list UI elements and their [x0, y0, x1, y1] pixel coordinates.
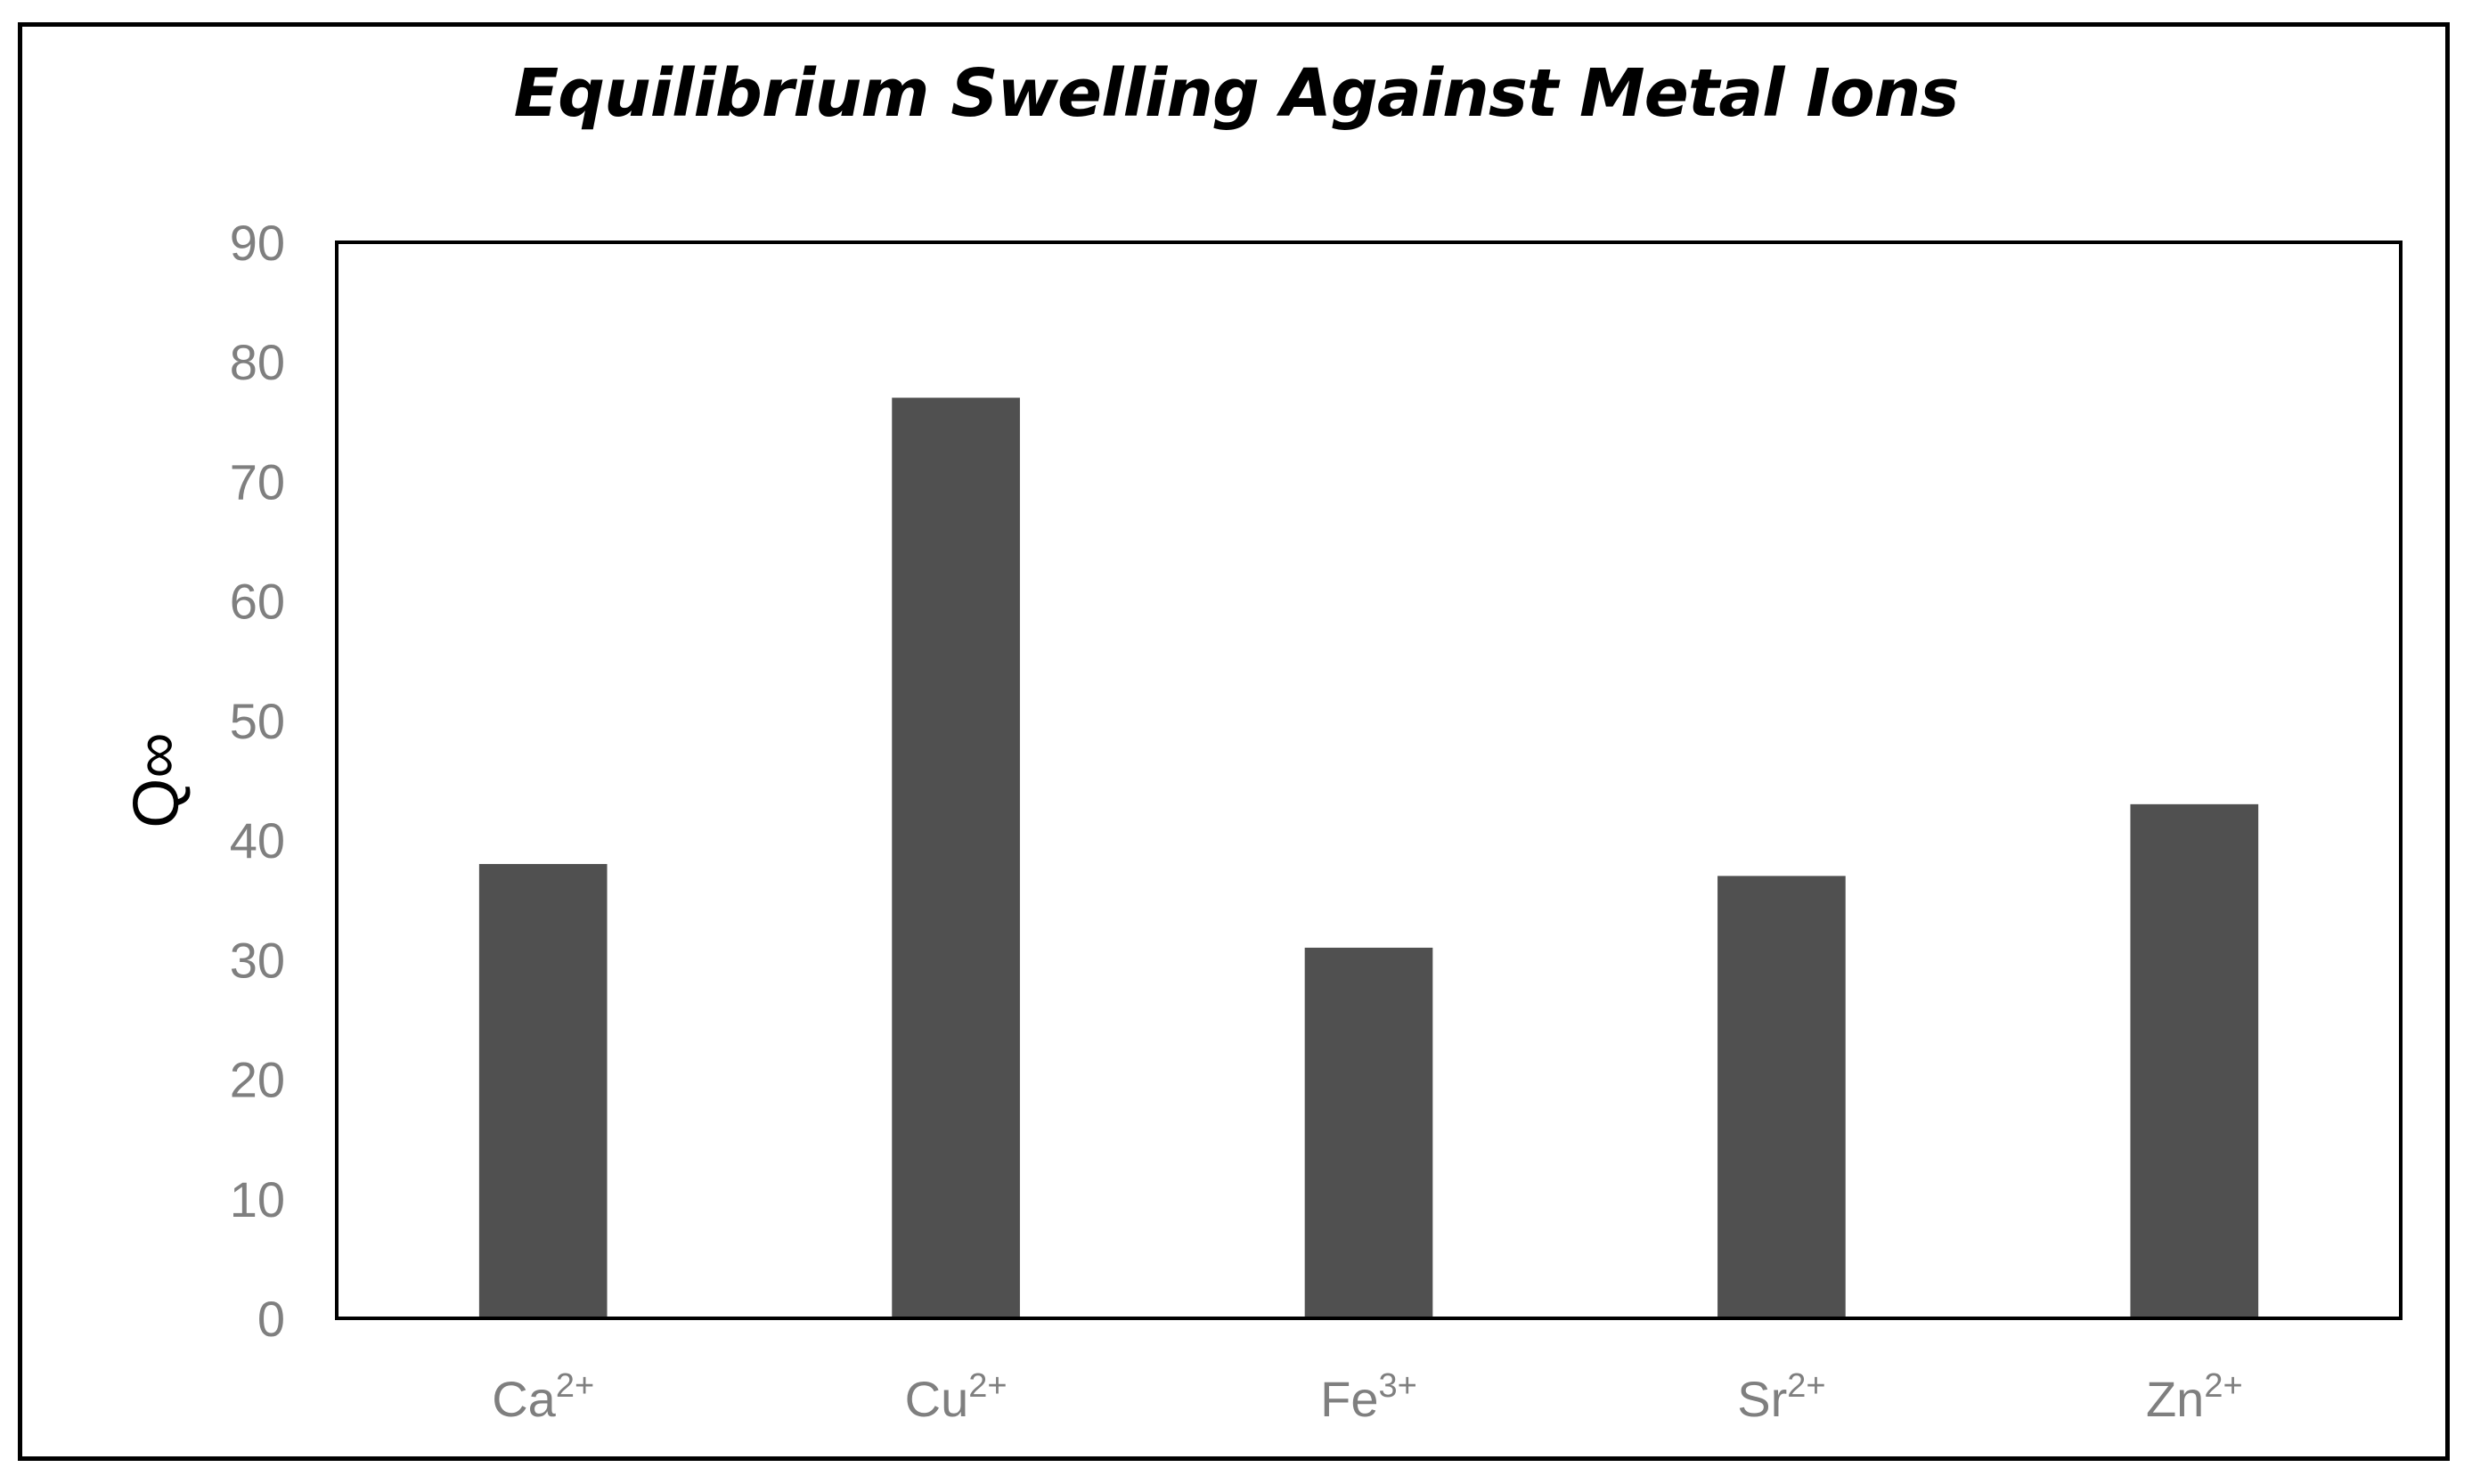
bar	[1304, 947, 1433, 1318]
y-tick-label: 60	[230, 574, 285, 630]
y-tick-label: 70	[230, 453, 285, 510]
x-tick-label: Fe3+	[1320, 1367, 1417, 1427]
bar	[892, 397, 1020, 1318]
y-tick-label: 80	[230, 334, 285, 390]
y-tick-label: 20	[230, 1052, 285, 1108]
chart-frame	[18, 22, 2450, 1461]
plot-area	[335, 241, 2403, 1320]
bars	[478, 397, 2259, 1318]
y-tick-label: 50	[230, 693, 285, 749]
chart-title: Equilibrium Swelling Against Metal Ions	[513, 55, 1960, 132]
y-tick-label: 90	[230, 215, 285, 271]
y-axis-label: Q∞	[121, 732, 192, 828]
y-tick-label: 0	[257, 1291, 285, 1347]
bar	[478, 863, 608, 1318]
y-tick-label: 10	[230, 1171, 285, 1227]
x-tick-label: Ca2+	[492, 1367, 594, 1427]
y-tick-label: 40	[230, 812, 285, 868]
x-tick-label: Zn2+	[2146, 1367, 2243, 1427]
x-axis-labels: Ca2+ Cu2+ Fe3+ Sr2+ Zn2+	[492, 1367, 2242, 1427]
y-tick-label: 30	[230, 932, 285, 988]
x-tick-label: Sr2+	[1737, 1367, 1825, 1427]
bar	[2130, 803, 2259, 1318]
bar	[1717, 876, 1846, 1318]
y-axis-ticks: 0 10 20 30 40 50 60 70 80 90	[230, 215, 285, 1347]
x-tick-label: Cu2+	[905, 1367, 1008, 1427]
